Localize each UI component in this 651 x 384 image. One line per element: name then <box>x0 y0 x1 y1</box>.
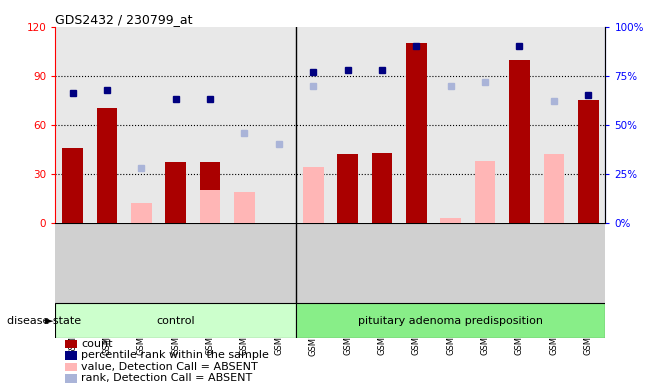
Bar <box>440 218 461 223</box>
Bar <box>509 60 530 223</box>
Bar <box>372 152 393 223</box>
Bar <box>65 340 77 348</box>
Bar <box>475 161 495 223</box>
Bar <box>200 162 220 223</box>
Bar <box>234 192 255 223</box>
Text: ►: ► <box>44 316 53 326</box>
Bar <box>165 162 186 223</box>
Text: disease state: disease state <box>7 316 81 326</box>
Text: rank, Detection Call = ABSENT: rank, Detection Call = ABSENT <box>81 374 253 384</box>
Bar <box>578 100 598 223</box>
Bar <box>200 190 220 223</box>
Bar <box>131 203 152 223</box>
Text: value, Detection Call = ABSENT: value, Detection Call = ABSENT <box>81 362 258 372</box>
Bar <box>406 43 426 223</box>
Text: percentile rank within the sample: percentile rank within the sample <box>81 351 270 361</box>
Bar <box>62 148 83 223</box>
Bar <box>337 154 358 223</box>
Bar <box>65 363 77 371</box>
Bar <box>96 109 117 223</box>
Bar <box>303 167 324 223</box>
Text: control: control <box>156 316 195 326</box>
Bar <box>65 374 77 382</box>
Text: count: count <box>81 339 113 349</box>
Text: GDS2432 / 230799_at: GDS2432 / 230799_at <box>55 13 193 26</box>
Bar <box>544 154 564 223</box>
Bar <box>55 303 296 338</box>
Bar <box>65 351 77 359</box>
Text: pituitary adenoma predisposition: pituitary adenoma predisposition <box>358 316 543 326</box>
Bar <box>296 303 605 338</box>
